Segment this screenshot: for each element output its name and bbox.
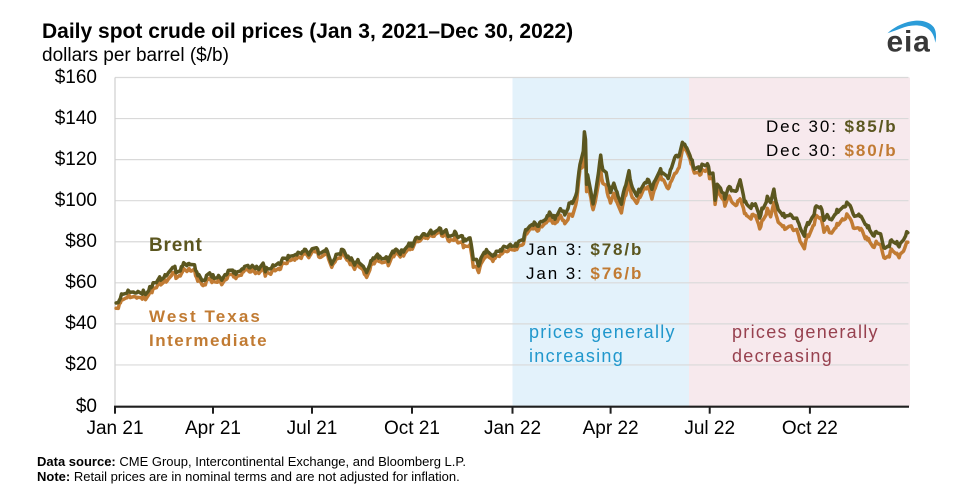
svg-text:eia: eia [887, 26, 931, 59]
